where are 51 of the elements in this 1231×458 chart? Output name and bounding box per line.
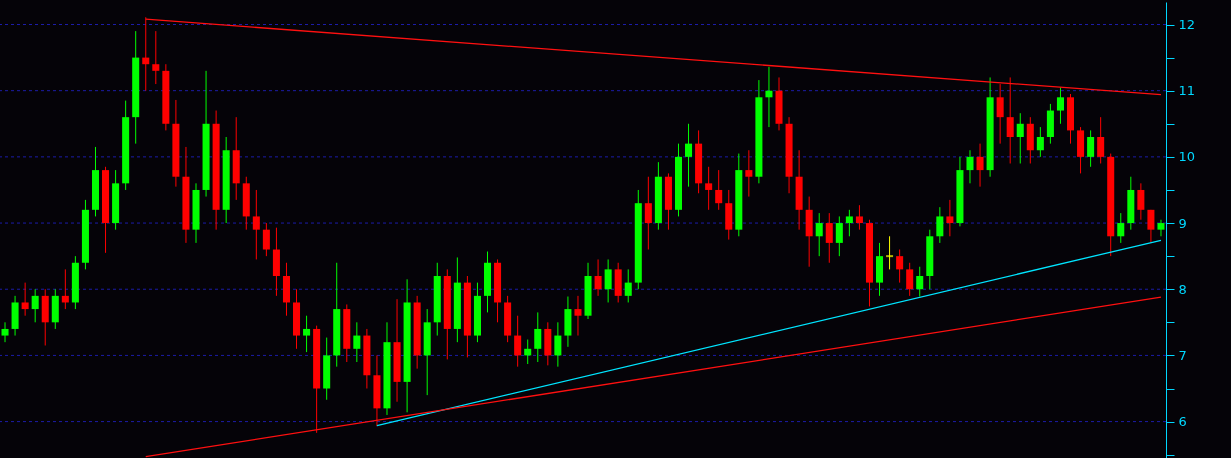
candlestick [976,143,984,188]
candlestick [152,30,160,85]
candlestick [31,288,39,323]
candlestick [604,258,612,303]
candlestick [644,176,652,251]
candlestick [916,266,924,298]
candlestick [252,189,260,260]
candlestick [514,315,522,368]
candlestick [21,282,29,317]
candlestick [1147,209,1155,244]
candlestick [886,235,894,270]
candlestick [825,212,833,264]
candlestick [946,199,954,237]
candlestick [1,321,9,343]
candlestick [574,295,582,337]
candlestick [906,262,914,297]
candlestick [845,209,853,237]
candlestick [1006,76,1014,164]
y-tick-label: 6 [1178,414,1187,430]
candlestick [966,149,974,184]
y-tick-label: 11 [1178,83,1196,99]
candlestick [554,321,562,368]
candlestick [936,206,944,244]
candlestick [1036,126,1044,158]
candlestick [1117,212,1125,244]
candlestick [1056,86,1064,125]
candlestick [1087,129,1095,168]
candlestick [1157,219,1165,237]
candlestick [303,315,311,353]
y-tick-label: 10 [1178,149,1196,165]
candlestick [534,311,542,363]
candlestick [705,166,713,211]
candlestick [835,215,843,257]
candlestick [715,169,723,211]
candlestick [896,249,904,284]
y-tick-label: 7 [1178,347,1187,363]
candlestick [815,212,823,257]
candlestick [855,204,863,231]
candlestick [594,258,602,297]
candlestick [1137,182,1145,221]
candlestick [262,222,270,257]
candlestick [745,149,753,198]
candlestick [1016,112,1024,164]
y-tick-label: 8 [1178,281,1187,297]
candlestick [353,321,361,363]
candlestick [685,123,693,188]
candlestick [996,83,1004,145]
y-tick-label: 12 [1178,17,1196,32]
y-tick-label: 9 [1178,215,1187,231]
candlestick [624,268,632,303]
candlestick [1097,116,1105,164]
